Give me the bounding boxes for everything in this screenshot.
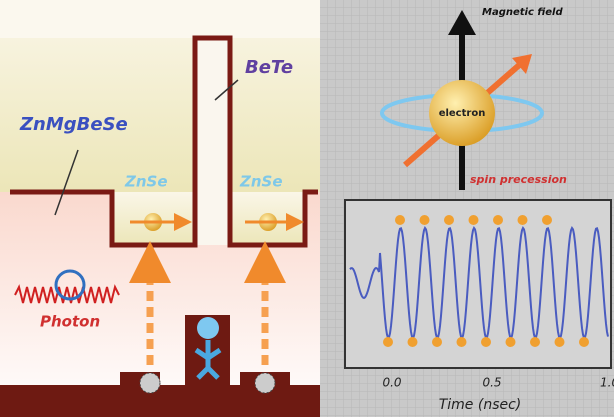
particle-label: electron: [439, 108, 486, 119]
field-arrowhead: [448, 10, 476, 35]
electron: [429, 80, 495, 146]
well-label: ZnSe: [124, 173, 168, 191]
spin-arrowhead: [512, 54, 532, 74]
well-label: ZnSe: [239, 173, 283, 191]
bete-barrier: [195, 38, 230, 245]
field-label: Magnetic field: [482, 7, 563, 18]
band-edge: [10, 35, 318, 248]
spin-dot: [579, 337, 589, 347]
substrate: [0, 315, 320, 417]
spin-panel: Magnetic field electron spin precession …: [320, 0, 614, 417]
photon-wave: [14, 284, 120, 304]
spin-dot: [383, 337, 393, 347]
pointer: [214, 79, 239, 101]
spin-dot: [505, 337, 516, 347]
top-strip: [0, 0, 320, 38]
x-tick-label: 0.5: [482, 376, 501, 390]
spin-dot: [481, 337, 491, 347]
spin-dot: [395, 215, 405, 225]
hole: [254, 372, 276, 394]
figure: [194, 340, 222, 380]
hole: [139, 372, 161, 394]
material-label: ZnMgBeSe: [19, 114, 128, 135]
material-label: BeTe: [245, 57, 293, 78]
spin-dot: [517, 215, 528, 225]
band-diagram: ZnMgBeSe BeTe ZnSe ZnSe Photon: [0, 0, 320, 417]
spin-dot: [493, 215, 503, 225]
spin-markers: [383, 215, 589, 347]
spin-dot: [407, 337, 418, 347]
photon-label: Photon: [40, 313, 100, 331]
spin-dot: [419, 215, 430, 225]
spin-dot: [530, 337, 540, 347]
spin-dot: [542, 215, 552, 225]
precession-label: spin precession: [470, 173, 567, 186]
x-tick-label: 0.0: [382, 376, 401, 390]
x-axis-label: Time (nsec): [439, 397, 522, 413]
spin-dot: [456, 337, 467, 347]
x-tick-label: 1.0: [600, 376, 614, 390]
detector: [197, 317, 219, 339]
spin-dot: [444, 215, 454, 225]
field-label-text: Magnetic field: [482, 7, 563, 18]
spin-dot: [468, 215, 479, 225]
oscillation-trace: [349, 225, 609, 341]
spin-dot: [432, 337, 442, 347]
spin-dot: [554, 337, 565, 347]
polarization: [54, 269, 86, 301]
pointer: [54, 149, 79, 216]
